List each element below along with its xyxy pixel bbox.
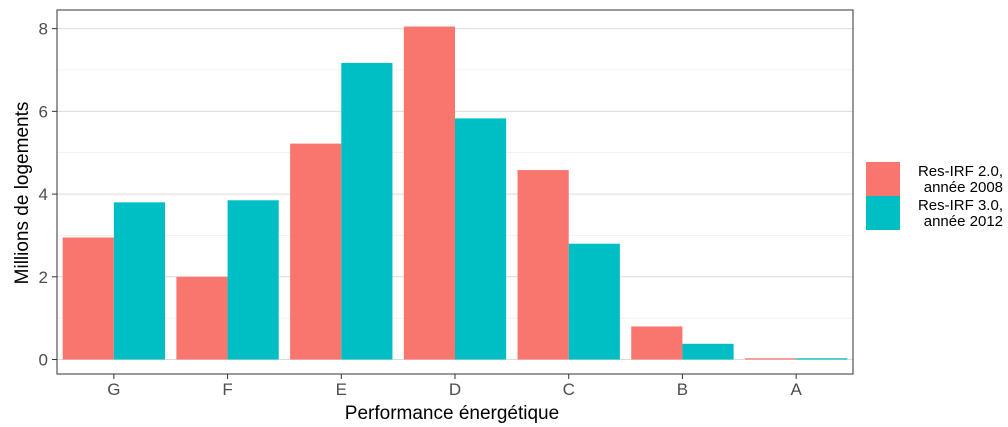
bar-B-series-2 <box>682 343 734 360</box>
bar-D-series-2 <box>455 118 507 360</box>
y-tick-label: 2 <box>39 268 48 287</box>
bar-G-series-1 <box>62 237 114 360</box>
bar-E-series-1 <box>290 143 342 360</box>
x-axis-title: Performance énergétique <box>345 403 559 424</box>
y-axis-ticks: 0 2 4 6 8 <box>39 20 57 370</box>
x-tick-label: C <box>563 380 575 399</box>
bar-F-series-1 <box>176 276 228 360</box>
bar-A-series-1 <box>744 358 797 360</box>
x-tick-label: E <box>336 380 347 399</box>
bar-F-series-2 <box>227 200 279 360</box>
legend-label-series-1: Res-IRF 2.0, <box>918 163 1003 180</box>
bar-C-series-1 <box>517 170 569 360</box>
x-tick-label: A <box>790 380 802 399</box>
bar-E-series-2 <box>341 62 393 360</box>
x-tick-label: G <box>107 380 120 399</box>
x-tick-label: B <box>677 380 688 399</box>
bar-B-series-1 <box>631 326 683 360</box>
x-tick-label: F <box>222 380 232 399</box>
y-axis-title: Millions de logements <box>12 102 33 285</box>
legend-key-series-1 <box>866 162 900 196</box>
legend-label-series-2: année 2012 <box>924 213 1003 230</box>
bar-D-series-1 <box>403 26 455 360</box>
bar-A-series-2 <box>796 358 848 360</box>
legend-label-series-2: Res-IRF 3.0, <box>918 197 1003 214</box>
y-tick-label: 6 <box>39 102 48 121</box>
legend-key-series-2 <box>866 196 900 230</box>
bars <box>62 26 848 360</box>
y-tick-label: 0 <box>39 351 48 370</box>
y-tick-label: 8 <box>39 20 48 39</box>
bar-G-series-2 <box>113 202 166 360</box>
legend-label-series-1: année 2008 <box>924 179 1003 196</box>
y-tick-label: 4 <box>39 185 48 204</box>
x-tick-label: D <box>449 380 461 399</box>
bar-C-series-2 <box>568 243 620 360</box>
